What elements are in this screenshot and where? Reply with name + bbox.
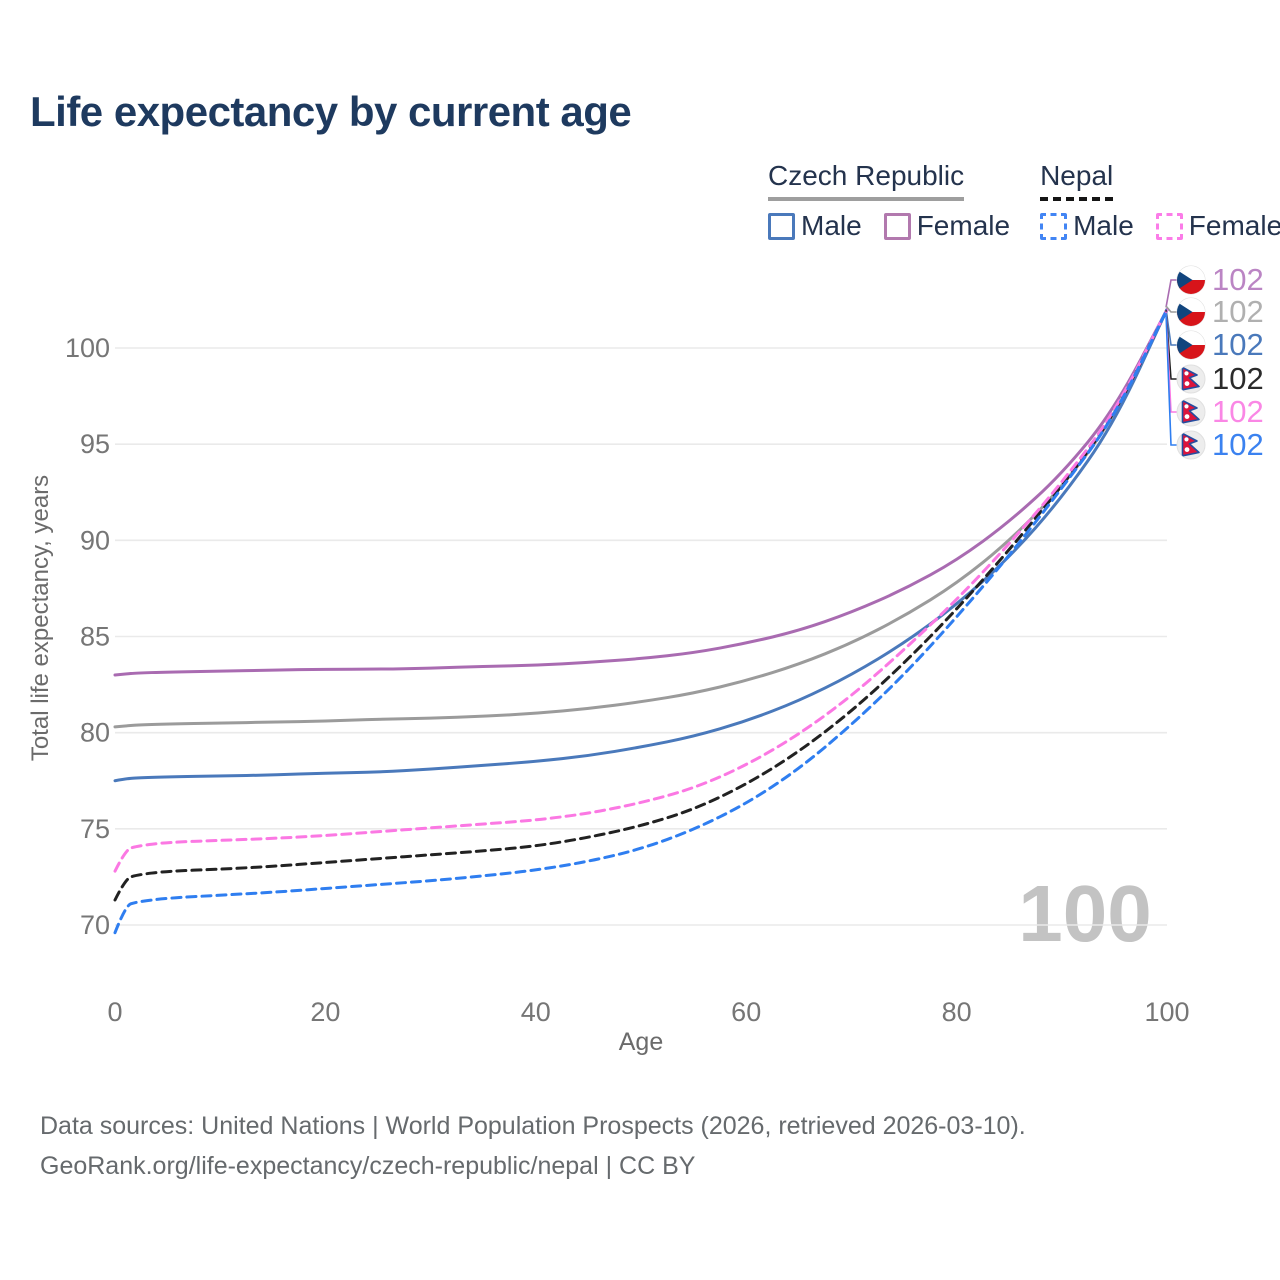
x-tick-label: 60 [731,997,761,1027]
legend-item-nepal-female[interactable]: Female [1155,210,1280,242]
chart-legend: Czech Republic Male Female Nepal Male [768,160,1280,242]
end-label-value: 102 [1212,394,1264,429]
series-line-czech-female[interactable] [113,308,1169,677]
legend-item-label: Female [1188,210,1280,241]
end-label-row-nepal-total: 102 [1176,361,1264,396]
series-line-nepal-female[interactable] [113,308,1169,873]
legend-item-nepal-male[interactable]: Male [1040,210,1134,242]
data-sources-line: Data sources: United Nations | World Pop… [40,1112,1026,1140]
x-tick-label: 20 [310,997,340,1027]
legend-item-label: Male [1073,210,1134,241]
legend-group-title-nepal[interactable]: Nepal [1040,160,1114,201]
series-line-czech-total[interactable] [113,308,1169,729]
end-label-value: 102 [1212,294,1264,329]
end-label-value: 102 [1212,427,1264,462]
legend-item-label: Female [916,210,1011,241]
attribution-line: GeoRank.org/life-expectancy/czech-republ… [40,1152,696,1180]
end-label-row-nepal-female: 102 [1176,394,1264,429]
czech-flag-icon [1177,266,1205,294]
end-label-value: 102 [1212,361,1264,396]
age-watermark: 100 [1018,869,1151,958]
czech-flag-icon [1177,331,1205,359]
series-line-nepal-male[interactable] [113,308,1169,935]
y-tick-label: 100 [65,333,110,363]
end-label-row-czech-female: 102 [1176,262,1264,297]
end-label-connector [1165,305,1177,313]
nepal-flag-icon [1181,366,1200,391]
x-tick-label: 100 [1144,997,1189,1027]
nepal-male-swatch-icon [1040,212,1068,240]
x-tick-label: 80 [942,997,972,1027]
footer: Data sources: United Nations | World Pop… [40,1106,1026,1186]
y-tick-label: 80 [80,718,110,748]
czech-male-swatch-icon [768,212,795,240]
y-tick-label: 95 [80,429,110,459]
y-tick-label: 75 [80,814,110,844]
end-label-row-nepal-male: 102 [1176,427,1264,462]
czech-female-swatch-icon [883,212,911,240]
legend-item-label: Male [801,210,862,241]
legend-group-title-czech-republic[interactable]: Czech Republic [768,160,965,201]
legend-item-czech-female[interactable]: Female [883,210,1011,242]
life-expectancy-chart: 100 70 75 80 85 90 95 100 0 20 40 60 80 100 Age Total l… [27,262,1264,1056]
end-label-row-czech-total: 102 [1176,294,1264,329]
x-axis-title: Age [619,1028,663,1056]
end-label-value: 102 [1212,262,1264,297]
page-title: Life expectancy by current age [30,88,632,135]
series-line-nepal-total[interactable] [113,308,1169,902]
legend-group-nepal: Nepal Male Female [1040,160,1280,242]
nepal-flag-icon [1181,432,1200,457]
y-tick-label: 70 [80,910,110,940]
end-label-connector [1165,313,1177,446]
end-label-connector [1165,279,1177,308]
legend-group-czech-republic: Czech Republic Male Female [768,160,1010,242]
y-axis-title: Total life expectancy, years [27,475,54,761]
nepal-female-swatch-icon [1155,212,1183,240]
nepal-flag-icon [1181,399,1200,424]
czech-flag-icon [1177,298,1205,326]
x-tick-label: 40 [521,997,551,1027]
end-label-value: 102 [1212,327,1264,362]
y-tick-label: 90 [80,525,110,555]
y-tick-label: 85 [80,622,110,652]
x-tick-label: 0 [107,997,122,1027]
legend-item-czech-male[interactable]: Male [768,210,862,242]
end-label-connector [1165,308,1177,346]
end-label-row-czech-male: 102 [1176,327,1264,362]
